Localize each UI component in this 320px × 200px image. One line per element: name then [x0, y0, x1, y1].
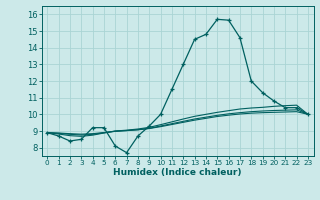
- X-axis label: Humidex (Indice chaleur): Humidex (Indice chaleur): [113, 168, 242, 177]
